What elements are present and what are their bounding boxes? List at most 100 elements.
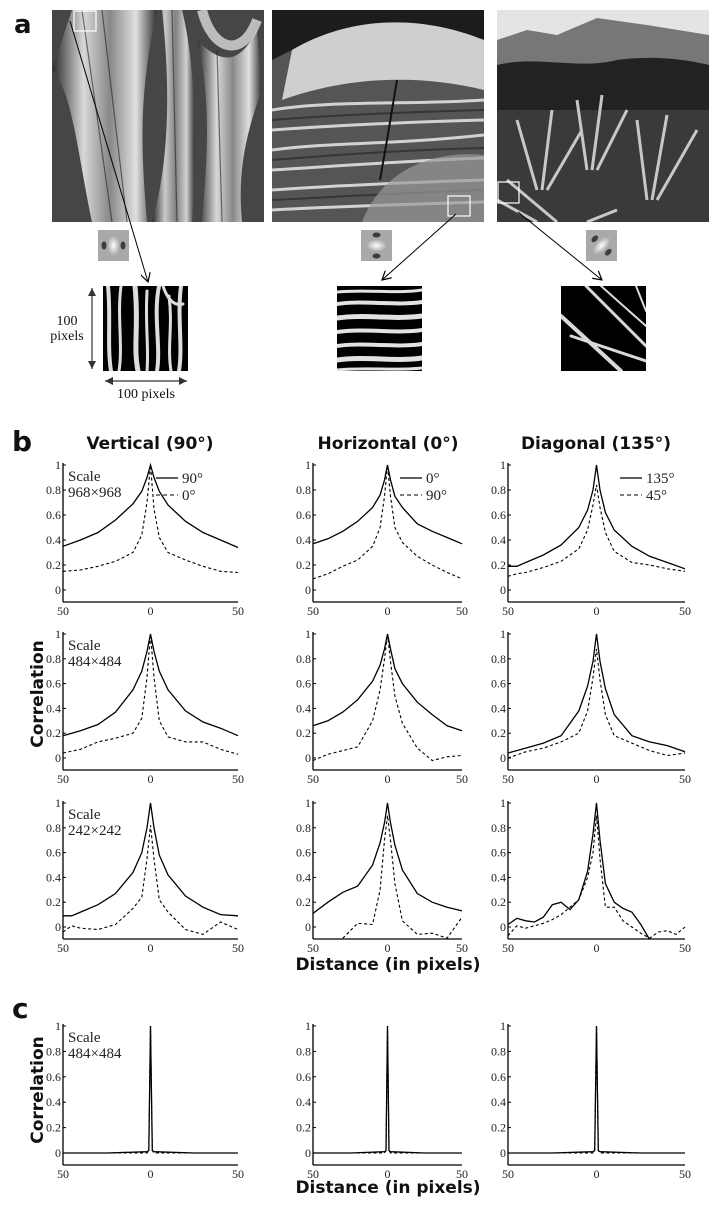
x-tick-label-b-r2-c1: 50 (232, 772, 244, 786)
y-tick-label-c-rc-c2: 0.6 (296, 1070, 311, 1084)
column-title-diagonal: Diagonal (135°) (520, 434, 672, 454)
y-tick-label-b-r1-c3: 0 (500, 583, 506, 597)
series-dashed-b-r2-c1 (62, 633, 239, 755)
y-tick-label-c-rc-c3: 0.8 (491, 1044, 506, 1058)
series-solid-b-r1-c2 (312, 464, 463, 545)
photo-agave-plants (497, 10, 709, 222)
photo-tree-bark (52, 10, 264, 222)
x-tick-label-b-r1-c1: 50 (57, 604, 69, 618)
y-tick-label-b-r1-c2: 0.6 (296, 508, 311, 522)
y-tick-label-c-rc-c1: 0.2 (46, 1121, 61, 1135)
y-tick-label-b-r1-c3: 0.6 (491, 508, 506, 522)
y-tick-label-b-r2-c2: 0.6 (296, 677, 311, 691)
x-tick-label-b-r2-c2: 0 (385, 772, 391, 786)
y-tick-label-b-r2-c1: 0.6 (46, 677, 61, 691)
panel-letter-c: c (12, 992, 29, 1025)
y-tick-label-b-r3-c3: 0.2 (491, 895, 506, 909)
photo-rock-strata (272, 10, 484, 222)
x-tick-label-c-rc-c2: 50 (307, 1167, 319, 1181)
series-dashed-b-r3-c2 (342, 815, 463, 939)
y-tick-label-c-rc-c2: 0.2 (296, 1121, 311, 1135)
scale-label-size-row1: 968×968 (68, 485, 121, 501)
y-tick-label-b-r2-c1: 0.8 (46, 652, 61, 666)
panel-letter-a: a (14, 10, 32, 40)
x-tick-label-b-r1-c3: 50 (502, 604, 514, 618)
legend-solid-label-2: 0° (426, 471, 440, 487)
y-tick-label-b-r3-c2: 0.4 (296, 870, 311, 884)
y-tick-label-b-r1-c1: 0.2 (46, 558, 61, 572)
x-tick-label-b-r3-c1: 50 (232, 941, 244, 955)
y-tick-label-b-r1-c1: 0 (55, 583, 61, 597)
x-tick-label-c-rc-c1: 50 (57, 1167, 69, 1181)
y-tick-label-b-r2-c3: 1 (500, 627, 506, 641)
y-tick-label-b-r2-c1: 0 (55, 751, 61, 765)
x-tick-label-c-rc-c3: 50 (679, 1167, 691, 1181)
y-tick-label-c-rc-c2: 0 (305, 1146, 311, 1160)
y-tick-label-b-r2-c2: 0 (305, 751, 311, 765)
x-tick-label-c-rc-c1: 0 (148, 1167, 154, 1181)
series-dashed-b-r3-c1 (62, 825, 239, 936)
y-tick-label-b-r1-c3: 0.2 (491, 558, 506, 572)
series-dashed-b-r1-c2 (312, 464, 463, 580)
y-tick-label-b-r2-c3: 0.6 (491, 677, 506, 691)
legend-dashed-label-1: 0° (182, 488, 196, 504)
y-tick-label-b-r3-c3: 0.8 (491, 821, 506, 835)
y-tick-label-b-r2-c2: 1 (305, 627, 311, 641)
y-tick-label-b-r3-c2: 0 (305, 920, 311, 934)
y-tick-label-b-r3-c3: 0.4 (491, 870, 506, 884)
x-tick-label-c-rc-c1: 50 (232, 1167, 244, 1181)
series-solid-b-r3-c3 (507, 802, 651, 940)
panel-letter-b: b (12, 425, 33, 458)
x-tick-label-b-r1-c1: 50 (232, 604, 244, 618)
y-tick-label-c-rc-c3: 0 (500, 1146, 506, 1160)
legend-solid-label-3: 135° (646, 471, 675, 487)
series-solid-b-r2-c2 (312, 633, 463, 732)
series-dashed-b-r3-c3 (507, 815, 686, 939)
scale-label-title-row3: Scale (68, 807, 101, 823)
y-tick-label-b-r2-c1: 0.4 (46, 701, 61, 715)
filtered-patch-horizontal (337, 286, 422, 371)
scale-label-size-row2: 484×484 (68, 654, 122, 670)
series-solid-b-r2-c3 (507, 633, 686, 754)
b-xlabel: Distance (in pixels) (295, 955, 481, 975)
filtered-patch-vertical (103, 286, 188, 371)
column-title-vertical: Vertical (90°) (86, 434, 214, 454)
y-tick-label-b-r2-c2: 0.4 (296, 701, 311, 715)
series-solid-b-r2-c1 (62, 633, 239, 737)
y-tick-label-b-r1-c1: 1 (55, 458, 61, 472)
y-tick-label-b-r1-c2: 1 (305, 458, 311, 472)
y-tick-label-b-r3-c1: 0.6 (46, 846, 61, 860)
y-tick-label-c-rc-c2: 1 (305, 1019, 311, 1033)
y-tick-label-b-r1-c2: 0.2 (296, 558, 311, 572)
legend-solid-label-1: 90° (182, 471, 203, 487)
scale-label-size-row3: 242×242 (68, 823, 121, 839)
x-tick-label-b-r3-c1: 50 (57, 941, 69, 955)
series-dashed-b-r2-c2 (312, 633, 463, 762)
scale-label-title-c: Scale (68, 1030, 101, 1046)
series-solid-c-rc-c2 (313, 1025, 462, 1154)
y-tick-label-c-rc-c3: 1 (500, 1019, 506, 1033)
pointer-arrow-horizontal (382, 213, 457, 280)
x-tick-label-b-r1-c2: 0 (385, 604, 391, 618)
y-tick-label-c-rc-c1: 1 (55, 1019, 61, 1033)
filtered-patch-diagonal (561, 286, 646, 371)
y-tick-label-b-r3-c3: 1 (500, 796, 506, 810)
x-tick-label-b-r2-c1: 0 (148, 772, 154, 786)
y-tick-label-c-rc-c1: 0.6 (46, 1070, 61, 1084)
patch-height-label-line2: pixels (50, 329, 84, 344)
gabor-filter-horizontal-icon (361, 230, 392, 261)
y-tick-label-b-r3-c2: 0.6 (296, 846, 311, 860)
series-solid-b-r3-c2 (312, 802, 463, 914)
x-tick-label-b-r3-c3: 50 (679, 941, 691, 955)
series-dashed-b-r2-c3 (507, 648, 686, 759)
y-tick-label-b-r1-c1: 0.6 (46, 508, 61, 522)
x-tick-label-b-r2-c2: 50 (456, 772, 468, 786)
y-tick-label-b-r3-c1: 0.4 (46, 870, 61, 884)
x-tick-label-b-r3-c1: 0 (148, 941, 154, 955)
x-tick-label-b-r2-c3: 50 (679, 772, 691, 786)
series-solid-b-r1-c1 (62, 462, 239, 549)
y-tick-label-b-r1-c2: 0.8 (296, 483, 311, 497)
y-tick-label-c-rc-c1: 0 (55, 1146, 61, 1160)
legend-dashed-label-2: 90° (426, 488, 447, 504)
y-tick-label-b-r2-c3: 0.4 (491, 701, 506, 715)
